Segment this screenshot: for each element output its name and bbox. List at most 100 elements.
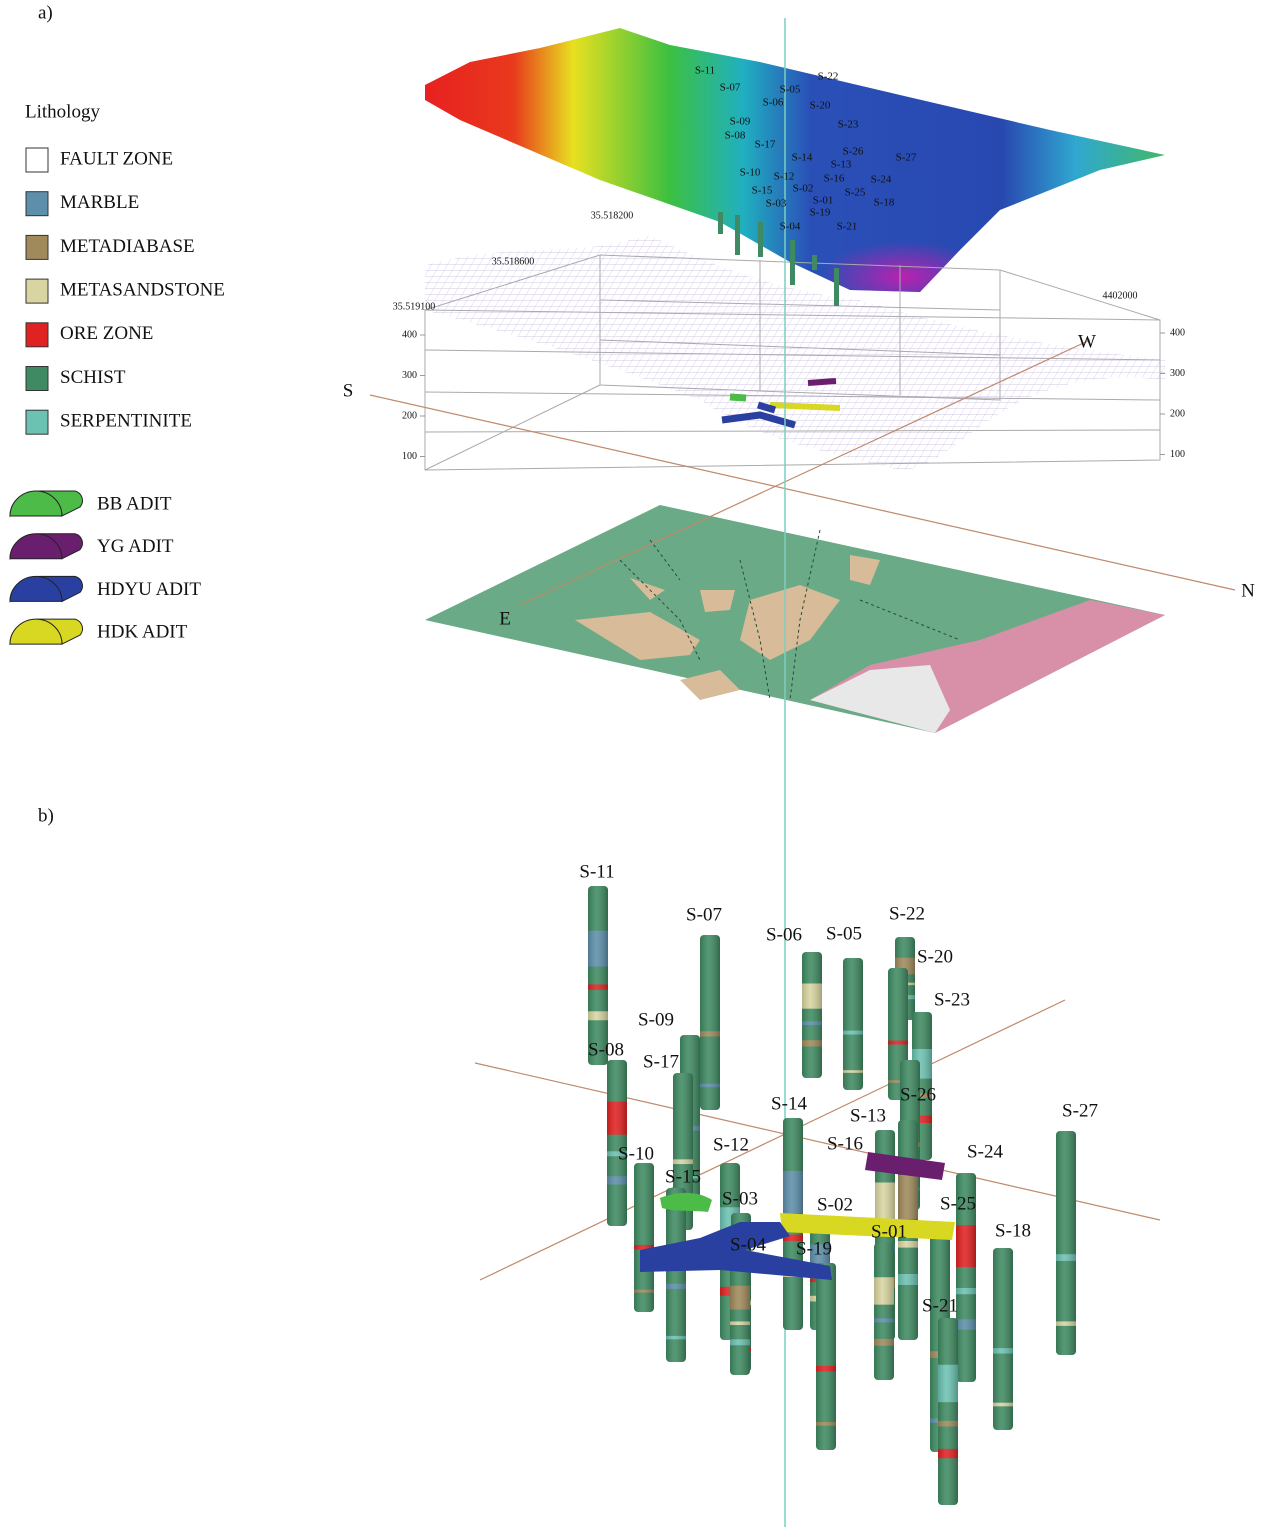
borehole-label: S-04	[780, 221, 801, 233]
column-shade	[816, 1263, 836, 1450]
legend-title: Lithology	[25, 101, 100, 122]
legend-swatch	[26, 235, 48, 259]
borehole-label: S-16	[824, 173, 845, 185]
tick-label: 300	[402, 370, 417, 381]
borehole-label: S-14	[771, 1093, 807, 1114]
borehole-label: S-18	[874, 197, 895, 209]
column-shade	[666, 1188, 686, 1362]
borehole-label: S-01	[813, 195, 834, 207]
borehole-label: S-08	[725, 130, 746, 142]
tick-label: 100	[402, 451, 417, 462]
legend-label: YG ADIT	[97, 536, 174, 557]
borehole-label: S-10	[618, 1143, 654, 1164]
borehole-label: S-13	[850, 1105, 886, 1126]
borehole-label: S-23	[838, 119, 859, 131]
tick-label: 100	[1170, 449, 1185, 460]
tick-label: 300	[1170, 368, 1185, 379]
column-shade	[802, 952, 822, 1078]
column-shade	[700, 935, 720, 1110]
legend-label: ORE ZONE	[60, 323, 153, 344]
legend-label: METADIABASE	[60, 236, 195, 257]
borehole-label: S-15	[752, 185, 773, 197]
borehole-label: S-15	[665, 1166, 701, 1187]
borehole-label: S-26	[900, 1084, 936, 1105]
borehole-label: S-22	[889, 903, 925, 924]
borehole-label: S-03	[722, 1188, 758, 1209]
borehole-label: S-05	[826, 923, 862, 944]
borehole-label: S-06	[763, 97, 784, 109]
borehole-label: S-18	[995, 1220, 1031, 1241]
borehole-label: S-20	[917, 946, 953, 967]
column-shade	[874, 1243, 894, 1380]
direction-label: S	[343, 380, 354, 401]
direction-label: W	[1078, 331, 1096, 352]
direction-label: E	[499, 608, 511, 629]
legend-swatch	[26, 410, 48, 434]
borehole-label: S-12	[713, 1134, 749, 1155]
legend-label: BB ADIT	[97, 493, 172, 514]
borehole-label: S-21	[922, 1295, 958, 1316]
borehole-label: S-27	[1062, 1100, 1098, 1121]
column-shade	[1056, 1131, 1076, 1355]
borehole-label: S-05	[780, 84, 801, 96]
borehole-label: S-22	[818, 71, 839, 83]
column-shade	[993, 1248, 1013, 1430]
panel-label: a)	[38, 2, 53, 23]
tick-label: 400	[1170, 327, 1185, 338]
legend-label: HDK ADIT	[97, 621, 188, 642]
coordinate-label: 35.518600	[492, 256, 535, 267]
column-shade	[730, 1256, 750, 1375]
borehole-label: S-10	[740, 167, 761, 179]
borehole-label: S-09	[638, 1009, 674, 1030]
borehole-label: S-12	[774, 171, 795, 183]
borehole-label: S-17	[643, 1051, 679, 1072]
column-shade	[938, 1318, 958, 1505]
borehole-label: S-21	[837, 221, 858, 233]
borehole-label: S-17	[755, 139, 776, 151]
borehole-label: S-01	[871, 1221, 907, 1242]
column-shade	[843, 958, 863, 1090]
borehole-label: S-08	[588, 1039, 624, 1060]
borehole-label: S-11	[579, 861, 614, 882]
borehole-label: S-11	[695, 65, 715, 77]
borehole-label: S-13	[831, 159, 852, 171]
legend-swatch	[26, 148, 48, 172]
legend-swatch	[26, 192, 48, 216]
direction-label: N	[1241, 580, 1255, 601]
borehole-label: S-26	[843, 146, 864, 158]
tick-label: 200	[1170, 408, 1185, 419]
borehole-label: S-16	[827, 1133, 863, 1154]
column-shade	[588, 886, 608, 1065]
borehole-label: S-25	[845, 187, 866, 199]
panel-label: b)	[38, 805, 54, 826]
legend-swatch	[26, 367, 48, 391]
legend-label: METASANDSTONE	[60, 279, 225, 300]
borehole-label: S-19	[796, 1238, 832, 1259]
borehole-label: S-24	[871, 174, 892, 186]
legend-label: SERPENTINITE	[60, 411, 192, 432]
legend-label: HDYU ADIT	[97, 579, 201, 600]
borehole-label: S-27	[896, 152, 917, 164]
borehole-label: S-03	[766, 198, 787, 210]
borehole-label: S-07	[720, 82, 741, 94]
borehole-label: S-02	[793, 183, 814, 195]
borehole-label: S-06	[766, 924, 802, 945]
tick-label: 400	[402, 329, 417, 340]
borehole-label: S-04	[730, 1234, 766, 1255]
legend-swatch	[26, 323, 48, 347]
coordinate-label: 35.519100	[393, 301, 436, 312]
coordinate-label: 4402000	[1103, 290, 1138, 301]
borehole-label: S-23	[934, 989, 970, 1010]
borehole-label: S-09	[730, 116, 751, 128]
legend-label: MARBLE	[60, 192, 139, 213]
legend-label: FAULT ZONE	[60, 148, 173, 169]
borehole-label: S-02	[817, 1194, 853, 1215]
borehole-label: S-20	[810, 100, 831, 112]
borehole-label: S-07	[686, 904, 722, 925]
legend-label: SCHIST	[60, 367, 126, 388]
borehole-label: S-14	[792, 152, 813, 164]
figure: a) b) Lithology FAULT ZONE MARBLE METADIABASE…	[0, 0, 1271, 1527]
tick-label: 200	[402, 410, 417, 421]
borehole-label: S-24	[967, 1141, 1003, 1162]
column-shade	[634, 1163, 654, 1312]
